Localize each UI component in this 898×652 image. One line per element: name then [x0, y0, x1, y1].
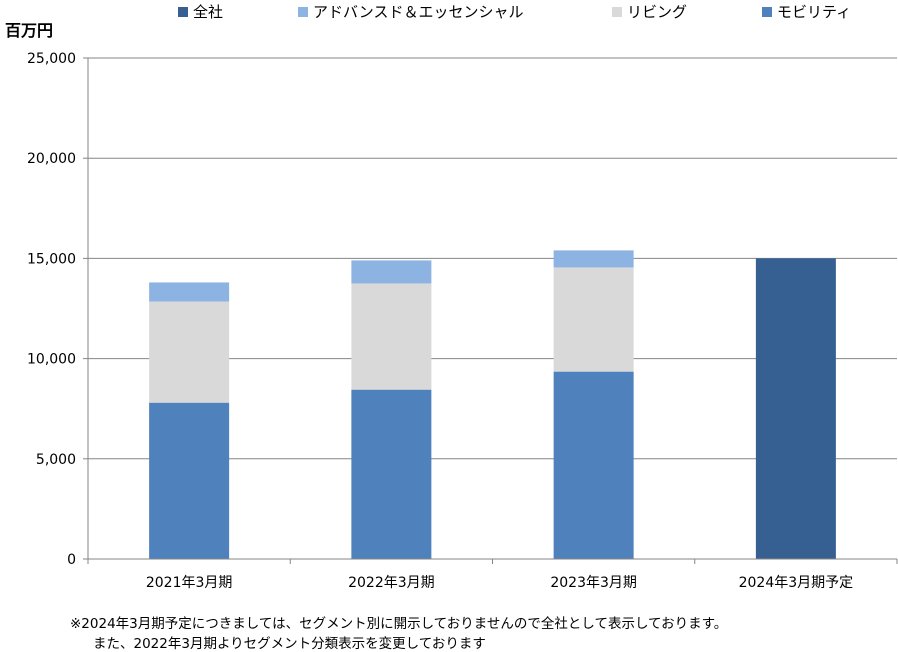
bar-segment-1 — [553, 371, 634, 559]
legend-item-mobility: モビリティ — [762, 1, 851, 22]
bars — [149, 250, 836, 559]
bar-segment-2 — [149, 301, 230, 403]
legend-swatch-mobility — [762, 6, 772, 17]
legend-item-advanced: アドバンスド＆エッセンシャル — [298, 1, 523, 22]
footnote-2: また、2022年3月期よりセグメント分類表示を変更しております — [93, 636, 486, 652]
chart-legend: 全社 アドバンスド＆エッセンシャル リビング モビリティ — [0, 1, 898, 21]
legend-label-advanced: アドバンスド＆エッセンシャル — [313, 3, 524, 21]
bar-segment-4 — [755, 258, 836, 559]
bar-segment-2 — [351, 283, 432, 390]
x-tick-label: 2023年3月期 — [550, 575, 637, 591]
bar-segment-3 — [553, 250, 634, 268]
x-tick-labels: 2021年3月期 2022年3月期 2023年3月期 2024年3月期予定 — [146, 575, 853, 591]
legend-label-zensha: 全社 — [193, 3, 224, 21]
y-tick-label: 0 — [67, 552, 76, 568]
bar-segment-1 — [351, 389, 432, 559]
legend-label-mobility: モビリティ — [777, 3, 852, 21]
bar-segment-3 — [351, 260, 432, 284]
y-axis-unit-label: 百万円 — [5, 21, 54, 40]
legend-swatch-advanced — [298, 6, 308, 17]
y-tick-label: 20,000 — [27, 151, 76, 167]
y-tick-label: 10,000 — [27, 352, 76, 368]
y-tick-label: 25,000 — [27, 51, 76, 67]
x-tick-label: 2024年3月期予定 — [739, 575, 854, 591]
legend-label-living: リビング — [627, 3, 688, 21]
y-tick-labels: 0 5,000 10,000 15,000 20,000 25,000 — [27, 51, 76, 568]
bar-segment-3 — [149, 282, 230, 302]
legend-swatch-zensha — [178, 6, 188, 17]
bar-segment-2 — [553, 267, 634, 372]
y-tick-label: 5,000 — [36, 452, 76, 468]
legend-item-living: リビング — [612, 1, 687, 22]
legend-swatch-living — [612, 6, 622, 17]
footnote-1: ※2024年3月期予定につきましては、セグメント別に開示しておりませんので全社と… — [70, 616, 728, 632]
x-tick-label: 2022年3月期 — [348, 575, 435, 591]
bar-segment-1 — [149, 402, 230, 559]
x-tick-label: 2021年3月期 — [146, 575, 233, 591]
y-tick-label: 15,000 — [27, 251, 76, 267]
axes — [83, 57, 898, 564]
legend-item-zensha: 全社 — [178, 1, 223, 22]
